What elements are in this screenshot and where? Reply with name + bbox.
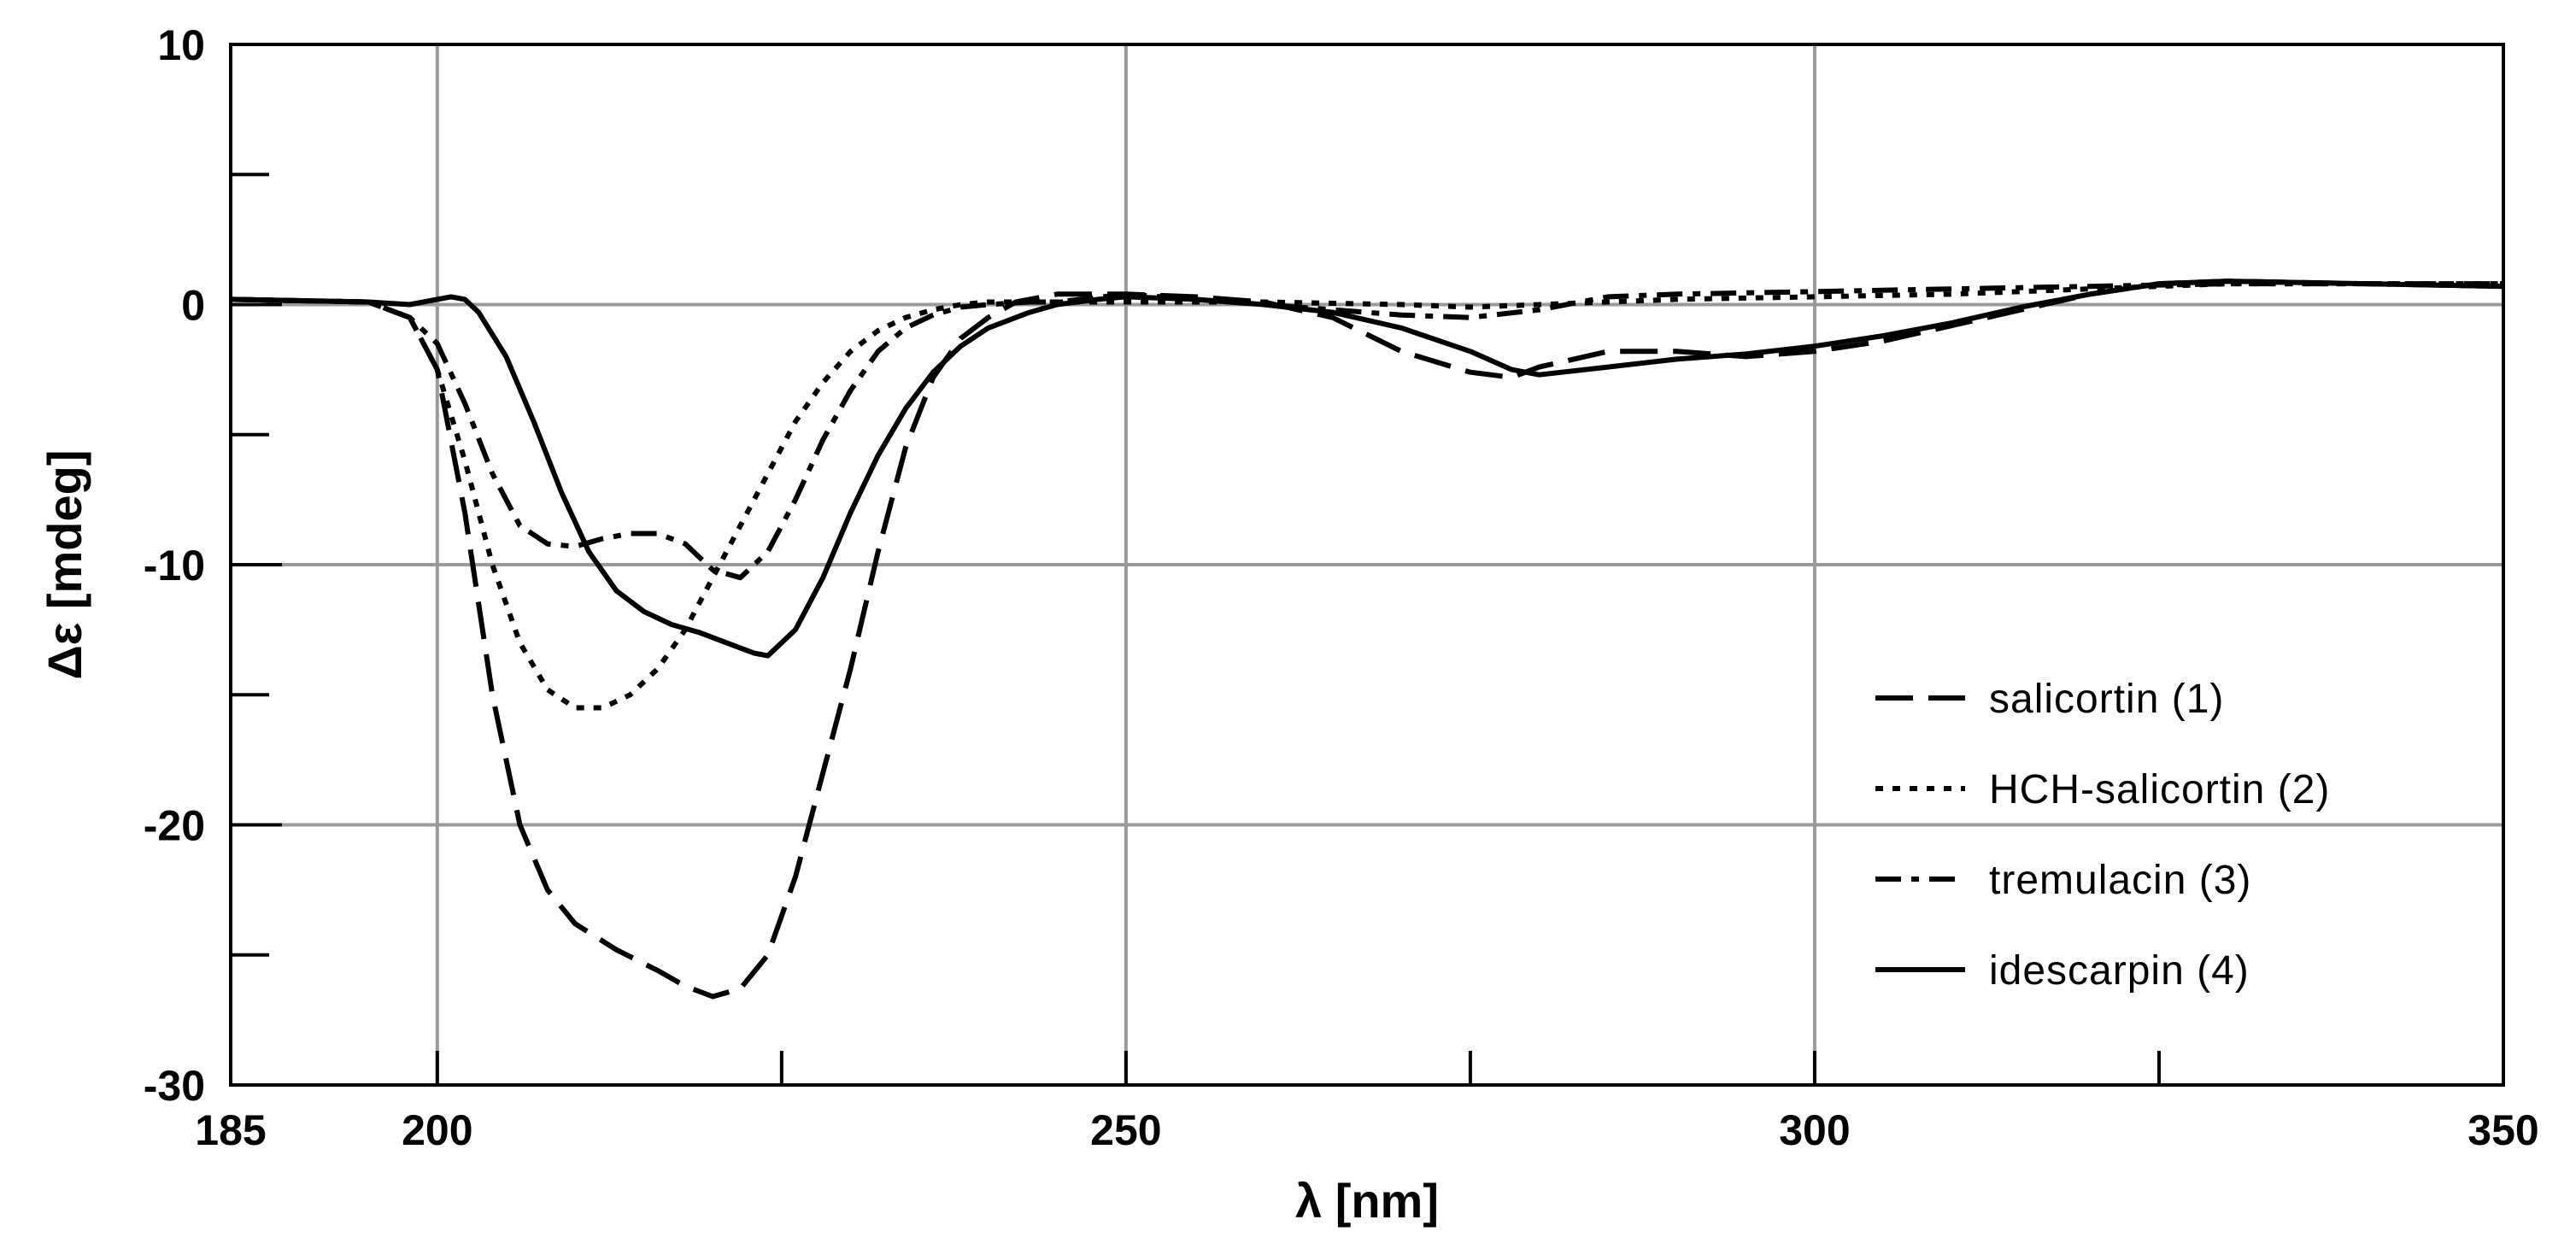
x-tick-label: 300: [1779, 1106, 1850, 1154]
x-tick-label: 250: [1090, 1106, 1161, 1154]
x-tick-label: 185: [195, 1106, 266, 1154]
y-tick-label: 0: [181, 282, 205, 330]
x-tick-label: 200: [402, 1106, 472, 1154]
series-line-1: [230, 279, 2504, 1000]
y-tick-label: -30: [144, 1062, 205, 1110]
series-layer: [230, 279, 2504, 1000]
y-axis-title: Δε [mdeg]: [38, 449, 91, 679]
x-axis-title: λ [nm]: [1295, 1174, 1439, 1228]
series-line-4: [230, 279, 2504, 659]
legend-label-2: HCH-salicortin (2): [1989, 767, 2330, 812]
legend-label-4: idescarpin (4): [1989, 948, 2250, 994]
series-line-3: [230, 281, 2503, 581]
y-tick-label: -20: [144, 802, 205, 850]
x-tick-label: 350: [2467, 1106, 2538, 1154]
series-line-2: [230, 281, 2503, 711]
grid-layer: [231, 44, 2503, 1085]
legend-label-3: tremulacin (3): [1989, 858, 2251, 903]
y-tick-label: -10: [144, 542, 205, 589]
tick-layer: 185 200 250 300 350 10 0 -10 -20 -30: [144, 21, 2539, 1154]
y-tick-label: 10: [157, 21, 205, 69]
legend: salicortin (1) HCH-salicortin (2) tremulac…: [1875, 677, 2330, 994]
legend-label-1: salicortin (1): [1989, 677, 2224, 722]
